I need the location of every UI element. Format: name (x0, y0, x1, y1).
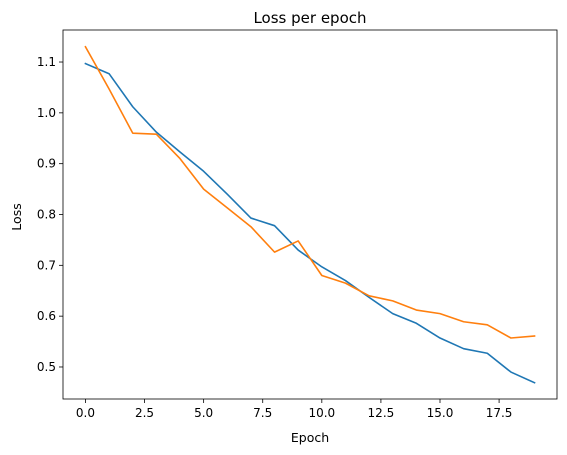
y-tick-label: 0.9 (37, 157, 56, 171)
series-line-2 (84, 45, 536, 339)
x-tick-label: 0.0 (76, 406, 95, 420)
y-axis-label: Loss (9, 203, 24, 230)
x-tick-label: 15.0 (427, 406, 454, 420)
x-tick-label: 7.5 (253, 406, 272, 420)
plot-frame (62, 29, 558, 400)
x-tick-label: 17.5 (486, 406, 513, 420)
x-tick-label: 12.5 (368, 406, 395, 420)
series-line-1 (84, 62, 536, 384)
chart-title: Loss per epoch (253, 9, 366, 27)
y-tick-label: 0.8 (37, 208, 56, 222)
y-tick-label: 1.0 (37, 106, 56, 120)
y-axis-ticks: 0.5 0.6 0.7 0.8 0.9 1.0 1.1 (37, 55, 63, 374)
plot-area (62, 29, 558, 400)
y-tick-label: 1.1 (37, 55, 56, 69)
x-axis-label: Epoch (291, 430, 329, 445)
y-tick-label: 0.5 (37, 360, 56, 374)
x-tick-label: 2.5 (135, 406, 154, 420)
x-tick-label: 10.0 (308, 406, 335, 420)
y-tick-label: 0.7 (37, 258, 56, 272)
x-axis-ticks: 0.0 2.5 5.0 7.5 10.0 12.5 15.0 17.5 (76, 399, 513, 420)
x-tick-label: 5.0 (194, 406, 213, 420)
y-tick-label: 0.6 (37, 309, 56, 323)
